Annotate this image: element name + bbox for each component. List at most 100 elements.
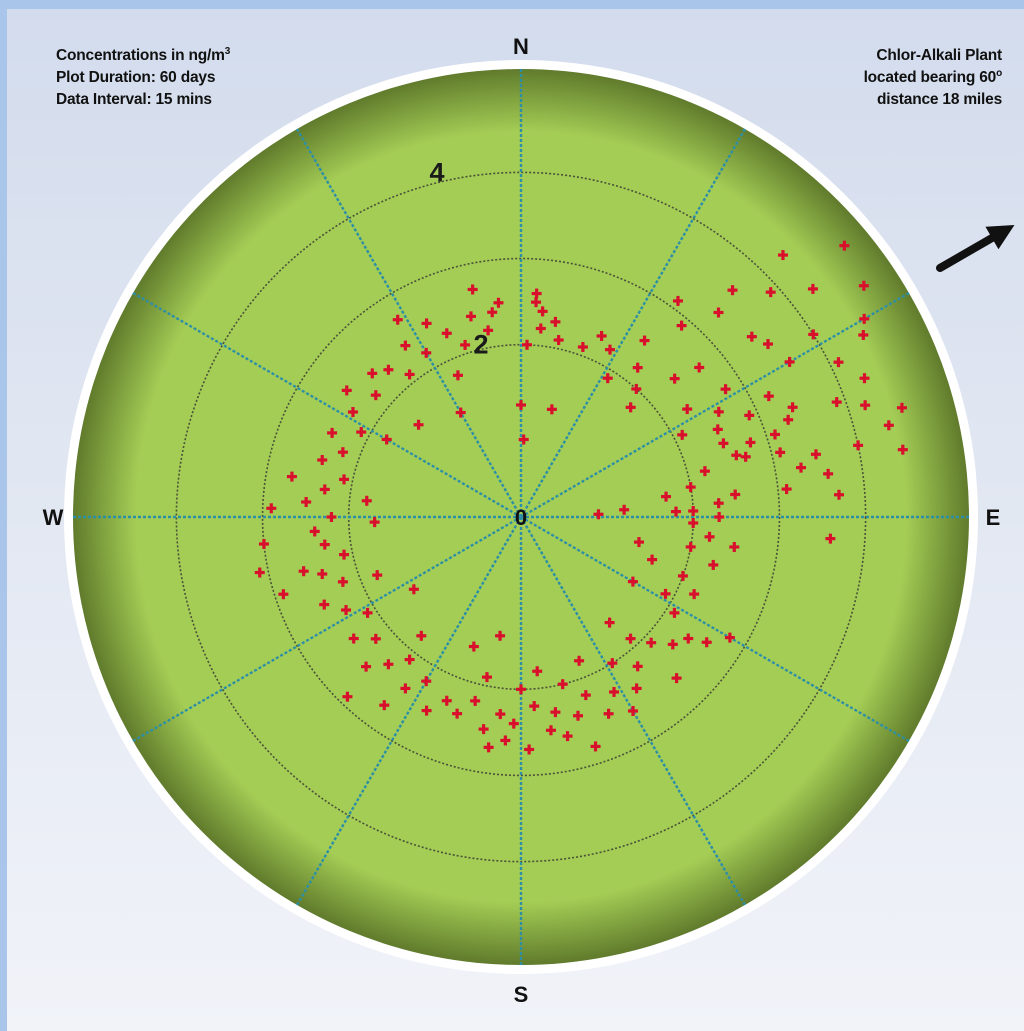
data-point [524, 744, 535, 755]
data-point [580, 690, 591, 701]
data-point [713, 307, 724, 318]
data-point [632, 661, 643, 672]
data-point [383, 659, 394, 670]
compass-label-south: S [514, 982, 529, 1007]
radial-tick-label: 2 [473, 330, 488, 360]
source-distance-text: distance 18 miles [877, 91, 1002, 108]
data-point [660, 588, 671, 599]
data-point [604, 617, 615, 628]
data-point [518, 434, 529, 445]
data-point [572, 710, 583, 721]
data-point [416, 630, 427, 641]
data-point [639, 335, 650, 346]
data-point [669, 373, 680, 384]
data-point [478, 724, 489, 735]
data-point [677, 570, 688, 581]
data-point [833, 357, 844, 368]
data-point [770, 429, 781, 440]
data-point [744, 410, 755, 421]
data-point [339, 549, 350, 560]
data-point [326, 512, 337, 522]
data-point [593, 509, 604, 520]
data-point [763, 339, 774, 350]
data-point [370, 390, 381, 401]
data-point [632, 362, 643, 373]
data-point [347, 406, 358, 417]
data-point [404, 654, 415, 665]
data-point [460, 339, 471, 350]
data-point [677, 429, 688, 440]
data-point [379, 700, 390, 711]
data-point [342, 691, 353, 702]
data-point [452, 370, 463, 381]
data-point [859, 313, 870, 324]
data-point [535, 323, 546, 334]
data-point [369, 517, 380, 528]
data-point [745, 437, 756, 448]
source-name-text: Chlor-Alkali Plant [876, 47, 1002, 64]
data-point [714, 512, 725, 522]
data-point [858, 280, 869, 291]
data-point [361, 661, 372, 672]
data-point [713, 406, 724, 417]
data-point [625, 402, 636, 413]
data-point [619, 504, 630, 515]
data-point [441, 695, 452, 706]
data-point [724, 632, 735, 643]
data-point [483, 325, 494, 336]
data-point [718, 438, 729, 449]
data-point [500, 735, 511, 746]
data-point [465, 311, 476, 322]
data-point [531, 288, 542, 299]
data-point [672, 295, 683, 306]
data-point [689, 589, 700, 600]
data-point [546, 404, 557, 415]
data-point [286, 471, 297, 482]
data-point [831, 397, 842, 408]
data-point [421, 347, 432, 358]
data-point [646, 637, 657, 648]
data-point [602, 373, 613, 384]
data-point [545, 725, 556, 736]
data-point [647, 554, 658, 565]
data-point [833, 489, 844, 500]
data-point [421, 318, 432, 329]
data-point [781, 484, 792, 495]
data-point [825, 533, 836, 544]
data-point [421, 676, 432, 687]
data-point [784, 356, 795, 367]
data-point [317, 455, 328, 466]
data-point [596, 330, 607, 341]
data-point [562, 731, 573, 742]
data-point [669, 607, 680, 618]
data-point [400, 683, 411, 694]
data-point [339, 474, 350, 485]
data-point [685, 541, 696, 552]
data-point [467, 284, 478, 295]
data-point [883, 420, 894, 431]
data-point [765, 287, 776, 298]
data-point [468, 641, 479, 652]
data-point [740, 451, 751, 462]
data-point [671, 673, 682, 684]
data-point [631, 383, 642, 394]
data-point [319, 599, 330, 610]
data-points [254, 240, 908, 755]
data-point [627, 576, 638, 587]
data-point [413, 419, 424, 430]
data-point [713, 498, 724, 509]
data-point [746, 331, 757, 342]
data-interval-text: Data Interval: 15 mins [56, 91, 212, 108]
data-point [550, 316, 561, 327]
data-point [775, 447, 786, 458]
data-point [372, 570, 383, 581]
compass-label-west: W [43, 505, 64, 530]
data-point [670, 506, 681, 517]
data-point [452, 708, 463, 719]
radial-ring [261, 257, 781, 777]
data-point [633, 537, 644, 548]
data-point [361, 495, 372, 506]
data-point [319, 539, 330, 550]
data-point [483, 742, 494, 753]
data-point [731, 450, 742, 461]
